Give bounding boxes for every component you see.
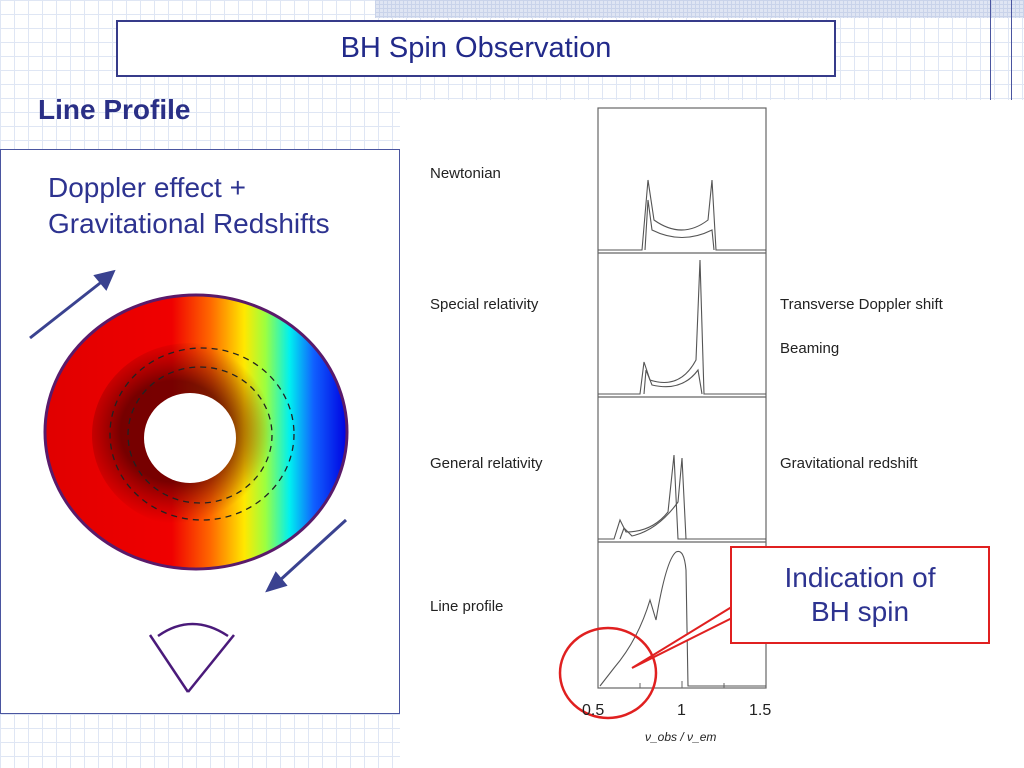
decor-line [1011, 0, 1012, 100]
label-special-relativity: Special relativity [430, 296, 539, 313]
orbit-dashed [109, 347, 295, 521]
slide-title-text: BH Spin Observation [340, 32, 612, 64]
general-relativity-profile [598, 454, 766, 540]
label-line-profile: Line profile [430, 598, 504, 615]
callout-pointer [631, 606, 738, 669]
x-axis-label: ν_obs / ν_em [645, 730, 717, 744]
observer-eye-icon [148, 622, 235, 693]
arrow-down-left-icon [265, 518, 348, 593]
special-relativity-profile [598, 259, 766, 395]
slide-title: BH Spin Observation [116, 20, 836, 77]
decor-line [990, 0, 991, 100]
label-gravitational-redshift: Gravitational redshift [780, 455, 918, 472]
x-tick-label: 1 [677, 702, 686, 719]
orbit-dashed [127, 366, 273, 504]
callout-line-1: Indication of [784, 562, 936, 593]
header-decor-band [375, 0, 1024, 18]
newtonian-profile [598, 179, 766, 251]
label-beaming: Beaming [780, 340, 840, 357]
subtitle-line-1: Doppler effect + [48, 172, 246, 203]
spin-indicator-circle [558, 626, 658, 720]
label-general-relativity: General relativity [430, 455, 543, 472]
x-tick-label: 0.5 [582, 702, 605, 719]
callout-line-2: BH spin [810, 596, 910, 627]
accretion-disk-illustration [29, 269, 349, 693]
subtitle-line-2: Gravitational Redshifts [48, 208, 330, 239]
line-profile-figure: Newtonian Special relativity General rel… [400, 100, 1024, 768]
spin-callout: Indication of BH spin [730, 546, 990, 644]
section-heading: Line Profile [38, 94, 191, 125]
label-newtonian: Newtonian [430, 165, 501, 182]
label-transverse-doppler: Transverse Doppler shift [780, 296, 943, 313]
arrow-up-right-icon [29, 269, 116, 340]
subtitle-text: Doppler effect + Gravitational Redshifts [48, 170, 330, 242]
x-tick-label: 1.5 [749, 702, 772, 719]
line-profile-curve [599, 550, 766, 687]
disk-hole [144, 393, 236, 483]
profile-plots [558, 107, 767, 720]
